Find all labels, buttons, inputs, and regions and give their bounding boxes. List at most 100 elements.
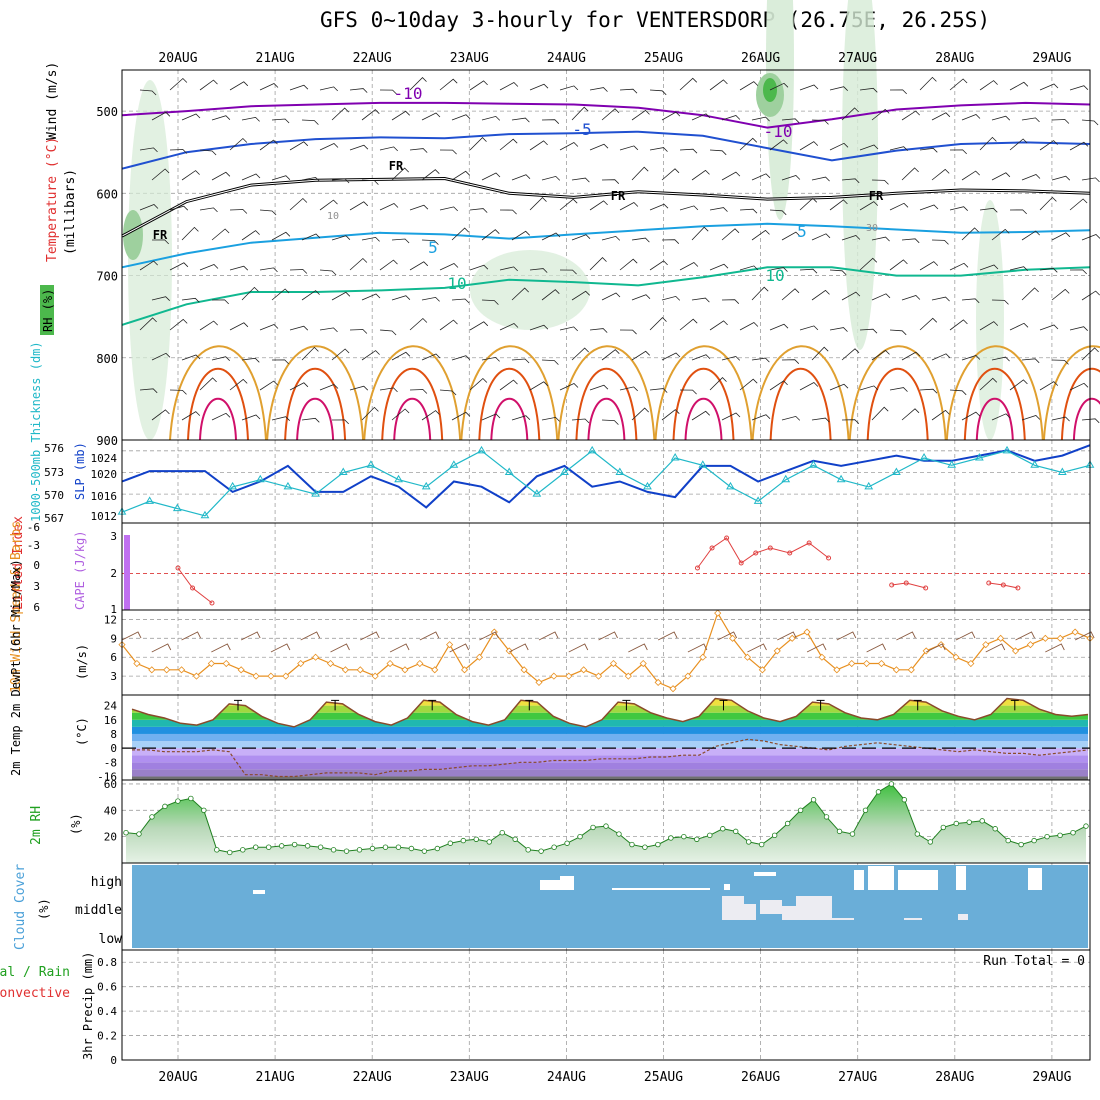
rh-shading-mid (123, 210, 143, 260)
precip-tick: 0.8 (97, 956, 117, 969)
rh-marker (849, 831, 856, 837)
wind-barb (769, 209, 787, 216)
rh-marker (771, 832, 778, 839)
rh-marker (175, 798, 181, 804)
rh-marker (590, 824, 596, 831)
lifted-index-marker (175, 565, 181, 571)
thickness-marker (145, 496, 155, 504)
rh-marker (460, 837, 466, 844)
wind-barb (211, 299, 229, 305)
lifted-index-marker (1000, 582, 1006, 588)
date-label-top: 23AUG (450, 51, 489, 66)
lifted-index-marker (903, 580, 909, 586)
date-label-bottom: 24AUG (547, 1070, 586, 1085)
wind-barb (1039, 324, 1059, 331)
cloud-high-block (612, 888, 710, 890)
rh-marker (434, 845, 441, 852)
cloud-background (132, 865, 1088, 948)
wind-barb (931, 239, 949, 245)
rh-marker (188, 795, 194, 802)
wind-barb (1021, 358, 1040, 364)
wind-speed-marker (520, 666, 528, 674)
isotherm-line (121, 266, 1091, 326)
thickness-marker (560, 467, 569, 475)
wind-speed-marker (997, 634, 1005, 642)
precip-tick: 0.6 (97, 981, 117, 994)
wind-barb (349, 201, 369, 211)
cape-tick: 2 (110, 567, 117, 580)
wind-speed-marker (877, 659, 886, 668)
wind-barb (481, 172, 501, 181)
wind-barb (949, 262, 969, 271)
wind-barb (571, 347, 589, 361)
cloud-high-block (898, 870, 938, 890)
rh-marker (408, 845, 415, 852)
wind-speed-marker (282, 672, 290, 680)
wind-barb (679, 389, 697, 395)
wind-barb (181, 411, 201, 421)
wind-barb (841, 107, 859, 121)
thickness-marker (504, 467, 514, 475)
wind-barb (889, 259, 908, 271)
isotherm-15 (363, 345, 462, 441)
rh-marker (395, 844, 402, 850)
wind-barb (571, 106, 589, 121)
wind-barb (421, 112, 441, 121)
rh-marker (525, 847, 531, 853)
isotherm-20 (1060, 367, 1100, 441)
axis-label-temp-units: (°C) (75, 717, 89, 746)
thickness-marker (200, 510, 210, 519)
rh-marker (1057, 832, 1063, 839)
temp-tick: -16 (97, 770, 117, 783)
wind-speed-marker (967, 659, 975, 668)
wind-barb (661, 295, 681, 301)
wind-barb (139, 388, 158, 394)
date-label-top: 28AUG (935, 51, 974, 66)
wind-barb (979, 136, 997, 151)
wind-barb (709, 377, 727, 391)
panel-frame (121, 609, 1091, 696)
wind-barb (391, 295, 411, 301)
wind-barb (691, 226, 709, 241)
rh-marker (655, 841, 661, 848)
wind-barb (781, 288, 800, 301)
wind-barb (199, 207, 218, 213)
wind-barb (1039, 381, 1059, 391)
wind-barb-10m (449, 643, 470, 653)
wind-barb (949, 206, 968, 211)
slp-tick: 1020 (91, 468, 118, 481)
date-label-bottom: 29AUG (1032, 1070, 1071, 1085)
isotherm-20 (769, 367, 832, 441)
wind-barb (241, 357, 260, 363)
wind-barb (439, 263, 459, 271)
wind-barb (361, 179, 379, 185)
wind-speed-marker (1011, 647, 1020, 655)
thickness-marker (864, 481, 874, 490)
wind-barb (991, 413, 1011, 421)
wind-barb (469, 208, 488, 213)
temp-line (131, 697, 1089, 728)
wind-barb (1069, 85, 1089, 91)
wind-barb (511, 230, 530, 241)
wind-barb (1081, 418, 1100, 424)
wind-tick: 9 (110, 632, 117, 645)
wind-barb (751, 116, 770, 122)
wind-barb (259, 139, 278, 151)
rh-marker (201, 807, 207, 814)
rh-marker (1005, 837, 1011, 844)
wind-barb (769, 380, 788, 391)
wind-barb (619, 329, 637, 335)
wind-barb (859, 257, 878, 271)
wind-barb (649, 89, 667, 96)
rh-marker (992, 826, 998, 832)
wind-barb (649, 317, 667, 331)
wind-barb (379, 203, 399, 211)
wind-speed-marker (892, 666, 900, 674)
wind-barb (781, 415, 801, 421)
wind-barb (529, 324, 549, 331)
wind-barb (151, 111, 171, 121)
wind-barb (1069, 198, 1088, 211)
wind-barb (499, 138, 518, 151)
wind-barb (469, 377, 488, 391)
temp-band (132, 769, 1088, 777)
